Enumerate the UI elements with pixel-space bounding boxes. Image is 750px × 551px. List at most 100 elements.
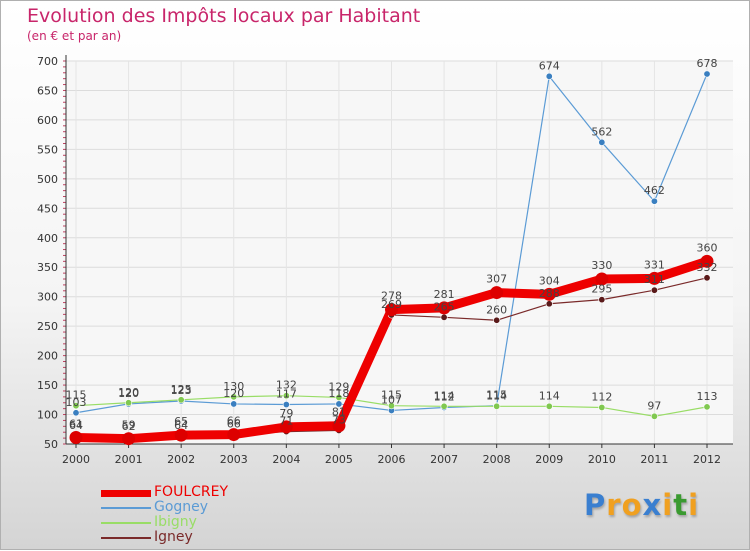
value-label-igney: 260 — [486, 303, 507, 316]
x-tick-label: 2012 — [693, 453, 721, 466]
value-label-igney: 332 — [697, 261, 718, 274]
x-tick-label: 2010 — [588, 453, 616, 466]
value-label-igney: 311 — [644, 273, 665, 286]
value-label-ibigny: 125 — [171, 383, 192, 396]
value-label-ibigny: 130 — [223, 380, 244, 393]
value-label-ibigny: 114 — [539, 389, 560, 402]
data-point-igney — [440, 313, 448, 321]
data-point-igney — [650, 286, 658, 294]
y-tick-label: 600 — [37, 114, 58, 127]
data-point-ibigny — [650, 412, 658, 420]
data-point-foulcrey — [700, 254, 714, 268]
data-point-ibigny — [387, 402, 395, 410]
x-tick-label: 2002 — [167, 453, 195, 466]
y-tick-label: 250 — [37, 320, 58, 333]
value-label-igney: 64 — [174, 419, 188, 432]
value-label-foulcrey: 360 — [697, 241, 718, 254]
value-label-foulcrey: 307 — [486, 273, 507, 286]
y-tick-label: 150 — [37, 379, 58, 392]
legend-swatch — [101, 522, 151, 524]
legend-swatch — [101, 507, 151, 509]
y-tick-label: 350 — [37, 261, 58, 274]
value-label-ibigny: 132 — [276, 379, 297, 392]
data-point-igney — [545, 300, 553, 308]
value-label-gogney: 115 — [486, 389, 507, 402]
y-tick-label: 450 — [37, 202, 58, 215]
value-label-foulcrey: 81 — [332, 406, 346, 419]
y-tick-label: 100 — [37, 409, 58, 422]
data-point-foulcrey — [437, 301, 451, 315]
data-point-gogney — [230, 400, 238, 408]
value-label-ibigny: 114 — [486, 389, 507, 402]
data-point-gogney — [282, 401, 290, 409]
y-tick-label: 400 — [37, 232, 58, 245]
value-label-gogney: 462 — [644, 184, 665, 197]
value-label-igney: 66 — [227, 418, 241, 431]
data-point-foulcrey — [490, 286, 504, 300]
x-tick-label: 2005 — [325, 453, 353, 466]
value-label-gogney: 674 — [539, 59, 560, 72]
data-point-foulcrey — [122, 432, 136, 446]
data-point-foulcrey — [332, 419, 346, 433]
x-tick-label: 2004 — [272, 453, 300, 466]
data-point-foulcrey — [647, 271, 661, 285]
value-label-gogney: 678 — [697, 57, 718, 70]
value-label-ibigny: 115 — [381, 389, 402, 402]
value-label-gogney: 117 — [276, 388, 297, 401]
value-label-foulcrey: 66 — [227, 415, 241, 428]
legend-swatch — [101, 537, 151, 539]
x-tick-label: 2001 — [115, 453, 143, 466]
value-label-igney: 62 — [122, 420, 136, 433]
plot-area — [66, 61, 733, 444]
value-label-gogney: 103 — [66, 396, 87, 409]
value-label-foulcrey: 304 — [539, 274, 560, 287]
value-label-foulcrey: 331 — [644, 258, 665, 271]
value-label-ibigny: 115 — [66, 389, 87, 402]
value-label-ibigny: 114 — [434, 389, 455, 402]
y-tick-label: 500 — [37, 173, 58, 186]
y-tick-label: 650 — [37, 84, 58, 97]
value-label-gogney: 123 — [171, 384, 192, 397]
value-label-foulcrey: 330 — [591, 259, 612, 272]
data-point-igney — [493, 316, 501, 324]
data-point-ibigny — [493, 402, 501, 410]
value-label-igney: 73 — [332, 413, 346, 426]
data-point-ibigny — [703, 403, 711, 411]
x-tick-label: 2011 — [640, 453, 668, 466]
value-label-ibigny: 112 — [591, 390, 612, 403]
data-point-gogney — [703, 70, 711, 78]
data-point-ibigny — [230, 393, 238, 401]
value-label-ibigny: 113 — [697, 390, 718, 403]
value-label-igney: 295 — [591, 283, 612, 296]
y-tick-label: 50 — [44, 438, 58, 451]
value-label-foulcrey: 278 — [381, 290, 402, 303]
value-label-ibigny: 120 — [118, 386, 139, 399]
x-tick-label: 2009 — [535, 453, 563, 466]
data-point-ibigny — [440, 402, 448, 410]
value-label-gogney: 120 — [118, 387, 139, 400]
data-point-ibigny — [335, 393, 343, 401]
data-point-foulcrey — [595, 272, 609, 286]
value-label-igney: 64 — [69, 419, 83, 432]
x-tick-label: 2000 — [62, 453, 90, 466]
proxiti-logo: Proxiti — [584, 488, 700, 522]
legend-swatch — [101, 489, 151, 497]
chart-subtitle: (en € et par an) — [27, 29, 122, 43]
data-point-ibigny — [177, 396, 185, 404]
data-point-ibigny — [282, 392, 290, 400]
value-label-igney: 265 — [434, 300, 455, 313]
data-point-foulcrey — [542, 287, 556, 301]
value-label-foulcrey: 65 — [174, 415, 188, 428]
data-point-foulcrey — [279, 420, 293, 434]
x-tick-label: 2007 — [430, 453, 458, 466]
data-point-ibigny — [125, 399, 133, 407]
data-point-ibigny — [545, 402, 553, 410]
value-label-igney: 269 — [381, 298, 402, 311]
y-tick-label: 700 — [37, 55, 58, 68]
value-label-ibigny: 129 — [328, 380, 349, 393]
data-point-ibigny — [72, 402, 80, 410]
data-point-igney — [598, 296, 606, 304]
data-point-foulcrey — [69, 431, 83, 445]
legend-label: Ibigny — [154, 514, 197, 530]
